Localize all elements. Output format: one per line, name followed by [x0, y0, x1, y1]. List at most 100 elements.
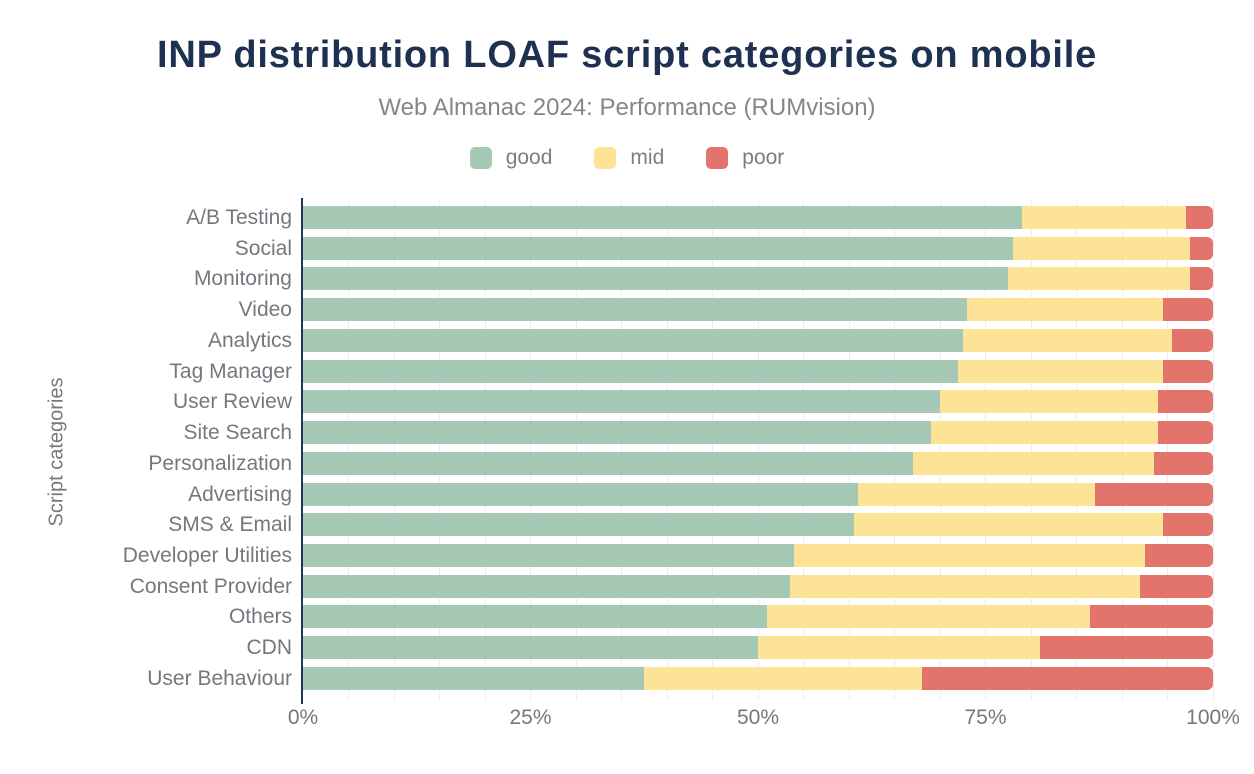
bar-segment-mid	[1008, 267, 1191, 291]
bar-segment-mid	[962, 328, 1173, 352]
bar-segment-good	[303, 544, 795, 568]
bar-segment-mid	[794, 544, 1145, 568]
bar-segment-poor	[1162, 359, 1213, 383]
bar-row	[303, 482, 1213, 506]
bar-row	[303, 390, 1213, 414]
y-axis-label: Analytics	[207, 328, 292, 352]
bar-row	[303, 636, 1213, 660]
y-axis-label: Others	[228, 605, 292, 629]
gridline	[939, 200, 941, 700]
bar-segment-mid	[958, 359, 1163, 383]
y-axis-label: User Behaviour	[147, 666, 292, 690]
y-axis-label: Monitoring	[193, 267, 292, 291]
legend-swatch-poor	[706, 147, 729, 169]
bar-row	[303, 359, 1213, 383]
y-axis-label: Video	[238, 298, 292, 322]
bar-segment-good	[303, 451, 913, 475]
bar-segment-good	[303, 206, 1022, 229]
gridline	[621, 200, 622, 700]
bar-segment-poor	[1172, 328, 1213, 352]
gridline	[848, 200, 850, 700]
gridline	[393, 200, 395, 700]
gridline	[894, 200, 895, 700]
bar-row	[303, 206, 1213, 229]
gridline	[666, 200, 668, 700]
legend-label-good: good	[505, 146, 553, 169]
gridline	[530, 200, 531, 700]
y-axis-label: A/B Testing	[186, 206, 292, 229]
bar-segment-good	[303, 421, 931, 445]
legend-swatch-good	[469, 147, 492, 169]
legend-item-poor: poor	[706, 146, 784, 170]
bar-segment-mid	[967, 298, 1163, 322]
y-axis-label: SMS & Email	[168, 513, 292, 537]
gridline	[1076, 200, 1077, 700]
bar-segment-poor	[1094, 482, 1213, 506]
x-axis-tick-label: 100%	[1186, 706, 1240, 729]
bar-segment-mid	[1012, 236, 1191, 260]
bar-row	[303, 267, 1213, 291]
y-axis-label: User Review	[172, 390, 292, 414]
bar-row	[303, 666, 1213, 690]
bar-segment-mid	[930, 421, 1159, 445]
bar-row	[303, 574, 1213, 598]
bar-segment-good	[303, 666, 645, 690]
bar-segment-good	[303, 513, 854, 537]
x-axis-tick-label: 25%	[509, 706, 552, 729]
y-axis-label: Developer Utilities	[122, 544, 292, 568]
bar-segment-good	[303, 605, 768, 629]
legend-swatch-mid	[594, 147, 617, 169]
bar-segment-poor	[1040, 636, 1213, 660]
bar-segment-good	[303, 298, 968, 322]
bar-segment-mid	[940, 390, 1159, 414]
bar-segment-poor	[1190, 236, 1213, 260]
legend-label-mid: mid	[630, 146, 665, 169]
bar-segment-poor	[921, 666, 1213, 690]
gridline	[757, 200, 759, 700]
bar-segment-poor	[1090, 605, 1213, 629]
bar-segment-poor	[1158, 390, 1213, 414]
legend-item-good: good	[469, 146, 553, 170]
y-axis-label: Advertising	[188, 482, 292, 506]
legend: good mid poor	[0, 146, 1254, 170]
gridline	[803, 200, 804, 700]
bar-segment-good	[303, 636, 758, 660]
x-axis-tick-label: 75%	[964, 706, 1007, 729]
y-axis-label: Social	[234, 236, 292, 260]
chart-title: INP distribution LOAF script categories …	[156, 34, 1098, 76]
bar-row	[303, 544, 1213, 568]
bar-segment-good	[303, 574, 790, 598]
legend-label-poor: poor	[742, 146, 785, 169]
bar-segment-good	[303, 359, 959, 383]
bar-segment-mid	[758, 636, 1041, 660]
y-axis-label: Consent Provider	[129, 574, 292, 598]
bar-segment-mid	[644, 666, 922, 690]
gridline	[1121, 200, 1123, 700]
plot-area	[301, 198, 1214, 704]
bar-segment-mid	[853, 513, 1163, 537]
chart-subtitle: Web Almanac 2024: Performance (RUMvision…	[378, 94, 876, 121]
bar-segment-mid	[858, 482, 1095, 506]
x-axis-tick-label: 50%	[736, 706, 780, 729]
bar-segment-mid	[1021, 206, 1186, 229]
bar-segment-good	[303, 328, 963, 352]
y-axis-label: Site Search	[183, 421, 292, 445]
gridline	[1167, 200, 1168, 700]
bar-segment-good	[303, 236, 1013, 260]
y-axis-label: Personalization	[148, 451, 292, 475]
bar-segment-mid	[912, 451, 1154, 475]
bar-segment-good	[303, 482, 859, 506]
bar-row	[303, 451, 1213, 475]
gridline	[712, 200, 713, 700]
bar-segment-mid	[789, 574, 1141, 598]
legend-item-mid: mid	[594, 146, 664, 170]
y-axis-line	[301, 198, 303, 704]
bar-segment-poor	[1162, 513, 1213, 537]
gridline	[439, 200, 440, 700]
gridline	[484, 200, 486, 700]
bar-segment-poor	[1185, 206, 1213, 229]
bar-row	[303, 513, 1213, 537]
gridline	[1212, 200, 1214, 700]
bar-segment-poor	[1144, 544, 1213, 568]
